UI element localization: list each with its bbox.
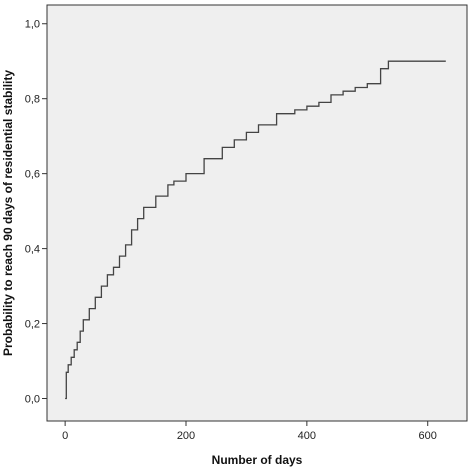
y-tick-label: 0,2 xyxy=(25,319,40,331)
x-axis-title: Number of days xyxy=(212,453,303,467)
y-tick-label: 0,4 xyxy=(25,244,40,256)
plot-area xyxy=(46,4,468,422)
x-tick-label: 400 xyxy=(298,430,316,442)
x-tick-label: 0 xyxy=(62,430,68,442)
y-tick-label: 0,0 xyxy=(25,394,40,406)
x-tick-label: 600 xyxy=(419,430,437,442)
y-tick-label: 0,6 xyxy=(25,169,40,181)
y-tick-label: 1,0 xyxy=(25,19,40,31)
y-axis: 0,0 0,2 0,4 0,6 0,8 1,0 xyxy=(25,19,47,406)
x-tick-label: 200 xyxy=(177,430,195,442)
series-layer xyxy=(65,60,446,400)
y-axis-title: Probability to reach 90 days of resident… xyxy=(1,70,15,356)
survival-curve-line xyxy=(65,60,446,400)
x-axis: 0 200 400 600 xyxy=(62,421,437,442)
y-tick-label: 0,8 xyxy=(25,94,40,106)
